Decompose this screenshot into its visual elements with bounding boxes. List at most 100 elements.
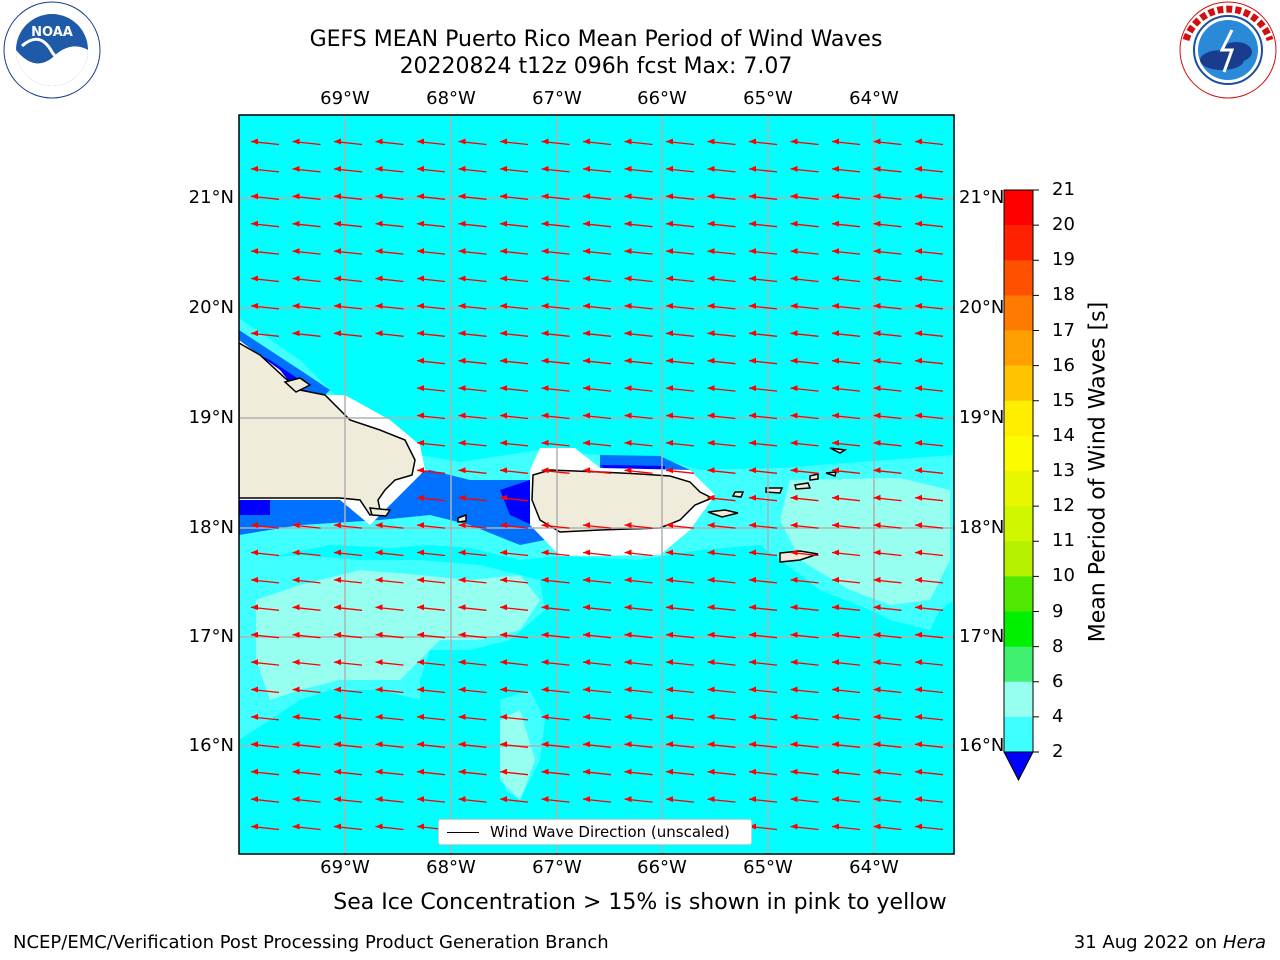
wave-direction-arrowhead <box>541 275 549 282</box>
wave-direction-arrowhead <box>915 193 922 200</box>
wave-direction-arrowhead <box>375 713 383 720</box>
wave-direction-arrowhead <box>790 741 798 748</box>
wave-direction-arrowhead <box>334 220 341 227</box>
wave-direction-arrowhead <box>873 631 881 638</box>
wave-direction-arrowhead <box>541 631 549 638</box>
wave-direction-arrowhead <box>375 576 383 583</box>
wave-direction-arrowhead <box>417 796 424 803</box>
colorbar-tick-label: 21 <box>1052 179 1075 200</box>
lat-label-left-19n: 19°N <box>188 407 234 428</box>
wave-direction-arrowhead <box>375 193 383 200</box>
wave-direction-arrowhead <box>873 576 881 583</box>
wave-direction-arrowhead <box>292 631 300 638</box>
chart-subtitle: 20220824 t12z 096h fcst Max: 7.07 <box>399 54 793 79</box>
wave-direction-arrowhead <box>832 467 839 474</box>
wave-direction-arrowhead <box>417 686 424 693</box>
wave-direction-arrowhead <box>292 302 300 309</box>
wave-direction-arrowhead <box>458 220 466 227</box>
wave-direction-arrowhead <box>375 248 383 255</box>
colorbar-segment <box>1004 646 1033 683</box>
wave-direction-arrowhead <box>749 686 756 693</box>
wave-direction-arrowhead <box>666 768 673 775</box>
wave-direction-arrowhead <box>790 275 798 282</box>
lat-label-right-18n: 18°N <box>959 517 1005 538</box>
wave-direction-arrowhead <box>873 467 881 474</box>
wave-direction-arrowhead <box>832 165 839 172</box>
wave-direction-arrowhead <box>458 412 466 419</box>
lat-label-right-21n: 21°N <box>959 187 1005 208</box>
wave-direction-arrowhead <box>915 165 922 172</box>
wave-direction-arrowhead <box>707 659 715 666</box>
colorbar-tick-label: 14 <box>1052 424 1075 446</box>
colorbar-tick-label: 16 <box>1052 354 1075 376</box>
wave-direction-arrowhead <box>334 823 341 830</box>
wave-direction-arrowhead <box>624 193 632 200</box>
wave-direction-arrowhead <box>915 439 922 446</box>
wave-direction-arrowhead <box>292 686 300 693</box>
wave-direction-arrowhead <box>832 275 839 282</box>
wave-direction-arrowhead <box>707 275 715 282</box>
wave-direction-arrowhead <box>873 412 881 419</box>
wave-direction-arrowhead <box>375 686 383 693</box>
wave-direction-arrowhead <box>707 165 715 172</box>
wave-direction-arrowhead <box>749 138 756 145</box>
wave-direction-arrowhead <box>873 604 881 611</box>
wave-direction-arrowhead <box>417 494 424 501</box>
wave-direction-arrowhead <box>749 576 756 583</box>
wave-direction-arrowhead <box>624 302 632 309</box>
lon-label-bottom-65w: 65°W <box>743 857 793 878</box>
wave-direction-arrowhead <box>334 631 341 638</box>
wave-direction-arrowhead <box>666 686 673 693</box>
wave-direction-arrowhead <box>873 768 881 775</box>
wave-direction-arrowhead <box>375 604 383 611</box>
colorbar-segment <box>1004 225 1033 261</box>
wave-direction-arrowhead <box>915 385 922 392</box>
map-legend: Wind Wave Direction (unscaled) <box>438 819 752 845</box>
wave-direction-arrowhead <box>790 631 798 638</box>
wave-direction-arrowhead <box>749 275 756 282</box>
wave-direction-arrowhead <box>251 604 258 611</box>
wave-direction-arrowhead <box>583 302 590 309</box>
wave-direction-arrowhead <box>583 467 590 474</box>
wave-direction-arrowhead <box>915 659 922 666</box>
wave-direction-arrowhead <box>707 357 715 364</box>
wave-direction-arrowhead <box>500 275 507 282</box>
wave-direction-arrowhead <box>873 439 881 446</box>
wave-direction-arrowhead <box>790 549 798 556</box>
wave-direction-arrowhead <box>790 467 798 474</box>
wave-direction-arrowhead <box>541 302 549 309</box>
wave-direction-arrowhead <box>417 823 424 830</box>
wave-direction-arrowhead <box>458 494 466 501</box>
wave-direction-arrowhead <box>583 248 590 255</box>
wave-direction-arrowhead <box>541 522 549 529</box>
wave-direction-arrowhead <box>458 275 466 282</box>
lon-label-bottom-64w: 64°W <box>849 857 899 878</box>
lon-label-bottom-67w: 67°W <box>532 857 582 878</box>
hispaniola-land <box>239 342 467 523</box>
wave-direction-arrowhead <box>873 659 881 666</box>
wave-direction-arrowhead <box>458 576 466 583</box>
wave-direction-arrowhead <box>832 138 839 145</box>
wave-direction-arrowhead <box>541 741 549 748</box>
lon-label-top-65w: 65°W <box>743 88 793 109</box>
wave-direction-arrowhead <box>666 385 673 392</box>
wave-direction-arrowhead <box>541 138 549 145</box>
wave-direction-arrowhead <box>541 467 549 474</box>
wave-direction-arrowhead <box>334 275 341 282</box>
wave-direction-arrowhead <box>666 302 673 309</box>
wave-direction-arrowhead <box>666 220 673 227</box>
colorbar-segment <box>1004 400 1033 437</box>
colorbar-tick-label: 2 <box>1052 741 1064 762</box>
wave-direction-arrowhead <box>749 823 756 830</box>
wave-direction-arrowhead <box>915 138 922 145</box>
wave-direction-arrowhead <box>417 467 424 474</box>
noaa-logo: NOAA <box>3 1 101 99</box>
wind-wave-arrows <box>250 138 944 831</box>
lat-label-left-16n: 16°N <box>188 735 234 756</box>
wave-direction-arrowhead <box>832 796 839 803</box>
footer-date: 31 Aug 2022 on Hera <box>1074 932 1266 953</box>
wave-direction-arrowhead <box>292 248 300 255</box>
wave-direction-arrowhead <box>832 302 839 309</box>
wave-direction-arrowhead <box>583 165 590 172</box>
wave-direction-arrowhead <box>624 248 632 255</box>
